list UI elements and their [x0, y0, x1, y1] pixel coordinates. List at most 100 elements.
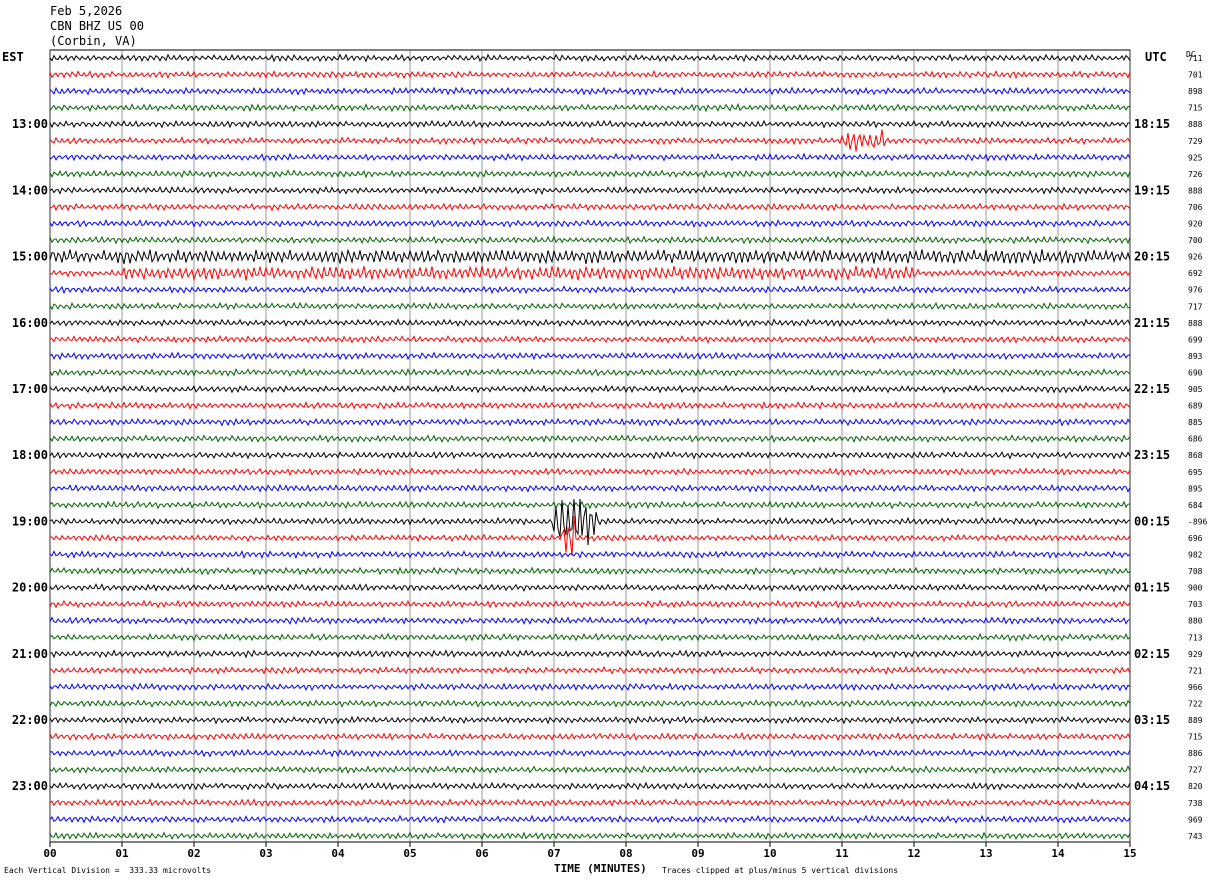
hour-label-utc: 18:15	[1134, 117, 1170, 131]
x-tick-label: 01	[115, 847, 129, 860]
hour-label-est: 19:00	[12, 514, 48, 528]
trace-8	[49, 185, 1131, 195]
trace-6	[49, 152, 1131, 162]
x-axis-label: TIME (MINUTES)	[554, 862, 647, 875]
trace-30	[49, 550, 1131, 560]
dc-value-label: 738	[1188, 799, 1203, 808]
dc-value-label: 696	[1188, 534, 1203, 543]
x-tick-label: 04	[331, 847, 345, 860]
trace-10	[49, 218, 1131, 229]
trace-9	[49, 202, 1131, 212]
trace-2	[49, 86, 1131, 96]
dc-value-label: 920	[1188, 220, 1203, 229]
dc-value-label: 699	[1188, 335, 1203, 344]
hour-label-est: 21:00	[12, 647, 48, 661]
trace-23	[49, 434, 1131, 444]
trace-13	[49, 265, 1131, 282]
hour-label-utc: 22:15	[1134, 382, 1170, 396]
chart-header: Feb 5,2026 CBN BHZ US 00 (Corbin, VA)	[50, 4, 144, 49]
trace-47	[49, 831, 1131, 841]
dc-value-label: 700	[1188, 236, 1203, 245]
dc-value-label: 711	[1188, 54, 1203, 63]
dc-value-label: 713	[1188, 633, 1203, 642]
hour-label-utc: 00:15	[1134, 514, 1170, 528]
hour-label-utc: 21:15	[1134, 316, 1170, 330]
clip-note: Traces clipped at plus/minus 5 vertical …	[662, 866, 899, 875]
trace-1	[49, 69, 1131, 80]
trace-27	[49, 500, 1131, 510]
x-tick-label: 08	[619, 847, 632, 860]
dc-heading: DC	[1186, 50, 1196, 59]
trace-12	[49, 248, 1131, 265]
dc-value-label: 885	[1188, 418, 1203, 427]
trace-45	[49, 798, 1131, 808]
plot-frame	[49, 49, 1131, 843]
trace-39	[49, 698, 1131, 708]
dc-value-label: 898	[1188, 87, 1203, 96]
trace-22	[49, 417, 1131, 427]
trace-5	[49, 129, 1131, 152]
dc-value-label: 695	[1188, 468, 1203, 477]
trace-3	[49, 102, 1131, 113]
dc-value-label: 820	[1188, 782, 1203, 791]
x-tick-label: 02	[187, 847, 200, 860]
dc-value-label: 701	[1188, 71, 1203, 80]
dc-value-label: 925	[1188, 153, 1203, 162]
dc-value-label: 889	[1188, 716, 1203, 725]
trace-42	[49, 748, 1131, 758]
dc-value-label: -896	[1188, 517, 1207, 526]
dc-value-label: 743	[1188, 832, 1203, 841]
dc-value-label: 721	[1188, 666, 1203, 675]
trace-16	[49, 318, 1131, 328]
hour-label-est: 20:00	[12, 581, 48, 595]
x-tick-label: 00	[43, 847, 56, 860]
trace-41	[49, 731, 1131, 742]
dc-value-label: 708	[1188, 567, 1203, 576]
x-tick-label: 05	[403, 847, 416, 860]
hour-label-utc: 03:15	[1134, 713, 1170, 727]
trace-43	[49, 765, 1131, 775]
dc-value-label: 900	[1188, 584, 1203, 593]
trace-29	[49, 516, 1131, 556]
x-tick-label: 14	[1051, 847, 1065, 860]
hour-label-utc: 20:15	[1134, 250, 1170, 264]
chart-location: (Corbin, VA)	[50, 34, 137, 48]
dc-value-label: 868	[1188, 451, 1203, 460]
dc-value-label: 905	[1188, 385, 1203, 394]
trace-31	[49, 566, 1131, 576]
trace-36	[49, 649, 1131, 659]
dc-value-label: 982	[1188, 551, 1203, 560]
dc-value-label: 929	[1188, 650, 1203, 659]
trace-4	[49, 119, 1131, 129]
trace-17	[50, 334, 1131, 345]
trace-46	[49, 814, 1131, 824]
dc-value-label: 976	[1188, 286, 1203, 295]
dc-value-label: 888	[1188, 120, 1203, 129]
dc-value-label: 926	[1188, 253, 1203, 262]
dc-value-label: 715	[1188, 733, 1203, 742]
dc-value-label: 722	[1188, 699, 1203, 708]
trace-35	[49, 632, 1131, 642]
dc-value-label: 690	[1188, 368, 1203, 377]
trace-28	[49, 498, 1131, 546]
hour-label-est: 22:00	[12, 713, 48, 727]
hour-label-utc: 02:15	[1134, 647, 1170, 661]
trace-15	[49, 301, 1131, 311]
trace-0	[49, 53, 1131, 63]
dc-value-label: 703	[1188, 600, 1203, 609]
hour-label-utc: 23:15	[1134, 448, 1170, 462]
dc-value-label: 893	[1188, 352, 1203, 361]
dc-value-label: 895	[1188, 484, 1203, 493]
dc-value-label: 686	[1188, 435, 1203, 444]
dc-value-label: 969	[1188, 815, 1203, 824]
dc-value-label: 888	[1188, 319, 1203, 328]
x-tick-label: 15	[1123, 847, 1136, 860]
hour-label-utc: 04:15	[1134, 779, 1170, 793]
x-tick-label: 09	[691, 847, 704, 860]
trace-18	[49, 351, 1131, 361]
dc-value-label: 880	[1188, 617, 1203, 626]
dc-value-label: 886	[1188, 749, 1203, 758]
chart-station: CBN BHZ US 00	[50, 19, 144, 33]
trace-20	[49, 384, 1131, 394]
